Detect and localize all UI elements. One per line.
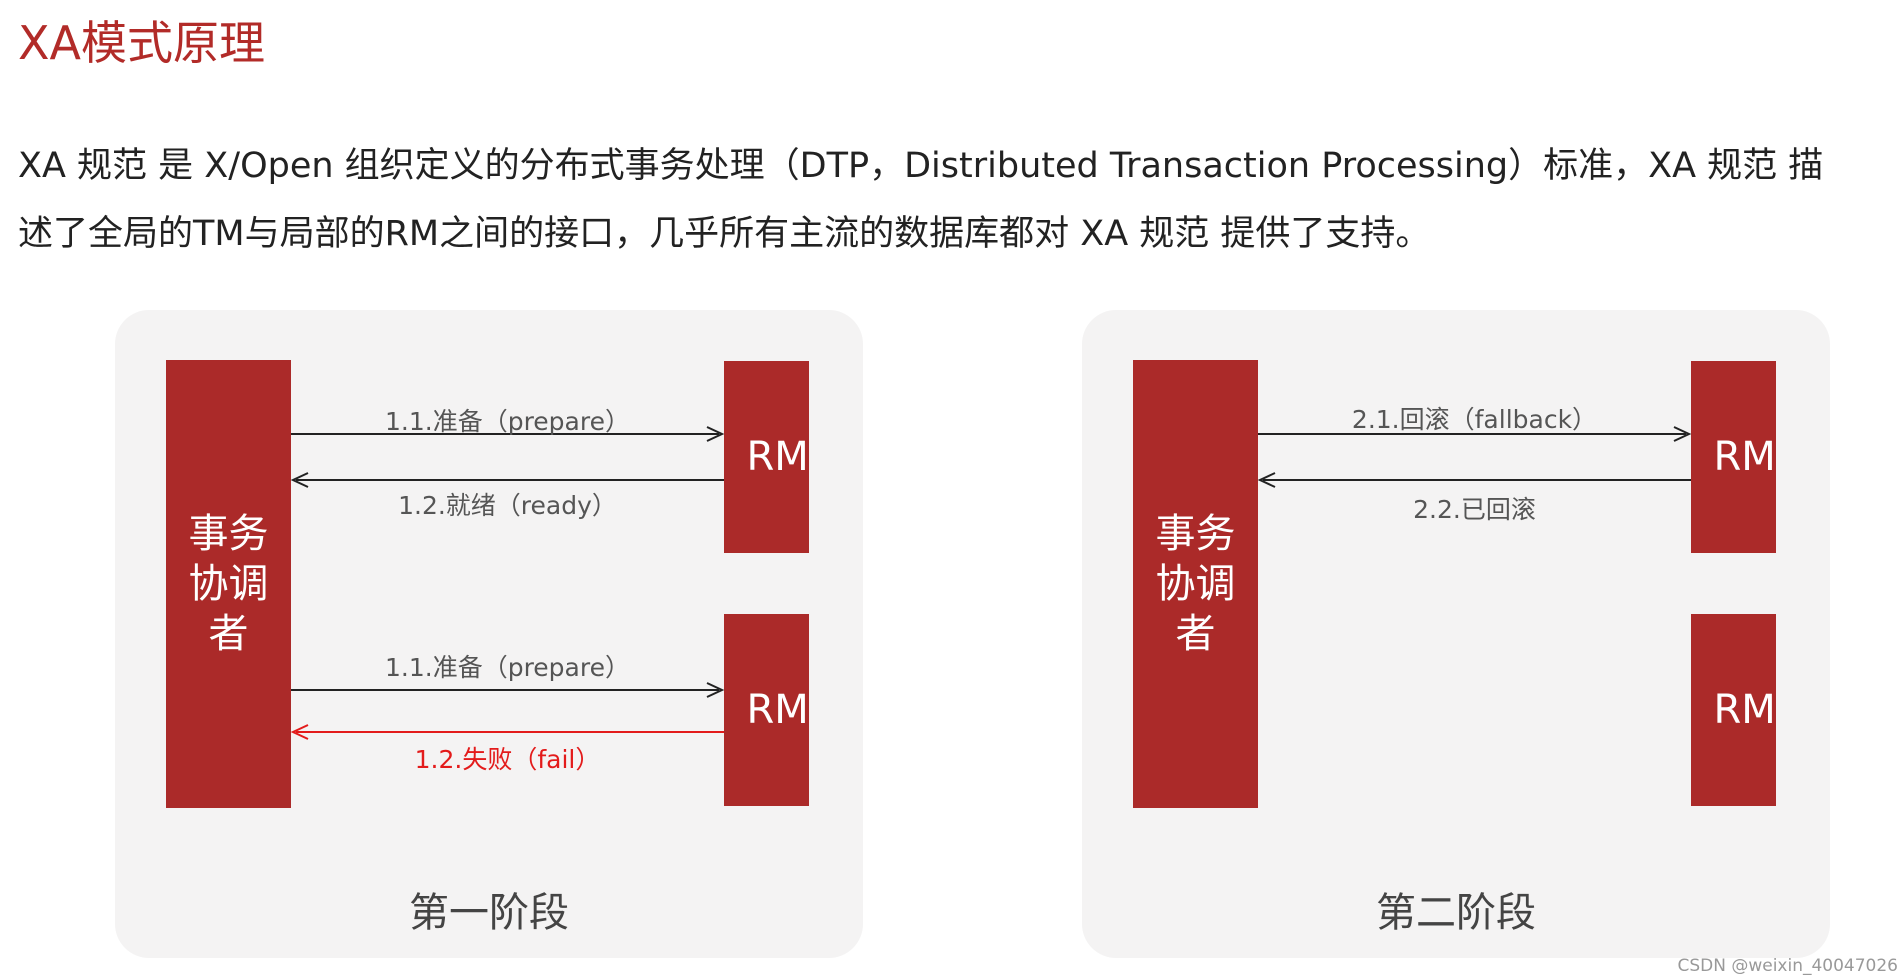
- description-line-1: XA 规范 是 X/Open 组织定义的分布式事务处理（DTP，Distribu…: [18, 146, 1824, 186]
- phase-two-arrows: [1257, 426, 1692, 488]
- rm-box-top: RM: [724, 361, 809, 553]
- phase-two-label: 第二阶段: [1376, 890, 1536, 936]
- message-rolled-back: 2.2.已回滚: [1413, 495, 1536, 524]
- rm-box-bottom: RM: [1691, 614, 1776, 806]
- coordinator-label: 事务协调者: [188, 511, 269, 657]
- arrowhead-ready: [290, 472, 309, 488]
- message-ready: 1.2.就绪（ready）: [398, 491, 617, 520]
- arrowhead-prepare-1: [706, 426, 725, 442]
- description-line-2: 述了全局的TM与局部的RM之间的接口，几乎所有主流的数据库都对 XA 规范 提供…: [18, 214, 1431, 254]
- phase-two-panel: 事务协调者 RM RM 2.1.回滚（fallback） 2.2.已回滚 第二阶…: [1082, 310, 1830, 958]
- phase-one-panel: 事务协调者 RM RM 1.1.准备（prepare） 1.2.就绪（ready…: [115, 310, 863, 958]
- arrowhead-rollback: [1673, 426, 1692, 442]
- message-fail: 1.2.失败（fail）: [414, 745, 601, 774]
- arrowhead-rolled-back: [1257, 472, 1276, 488]
- phase-one-label: 第一阶段: [409, 890, 569, 936]
- arrowhead-fail: [290, 724, 309, 740]
- coordinator-label: 事务协调者: [1155, 511, 1236, 657]
- phase-one-arrows: [290, 426, 725, 740]
- message-rollback: 2.1.回滚（fallback）: [1351, 405, 1598, 434]
- transaction-coordinator-box: 事务协调者: [1133, 360, 1258, 808]
- description-paragraph: XA 规范 是 X/Open 组织定义的分布式事务处理（DTP，Distribu…: [18, 132, 1888, 268]
- message-prepare-1: 1.1.准备（prepare）: [385, 407, 630, 436]
- rm-box-bottom: RM: [724, 614, 809, 806]
- arrowhead-prepare-2: [706, 682, 725, 698]
- watermark: CSDN @weixin_40047026: [1677, 956, 1898, 976]
- message-prepare-2: 1.1.准备（prepare）: [385, 653, 630, 682]
- page-title: XA模式原理: [18, 16, 265, 70]
- transaction-coordinator-box: 事务协调者: [166, 360, 291, 808]
- rm-box-top: RM: [1691, 361, 1776, 553]
